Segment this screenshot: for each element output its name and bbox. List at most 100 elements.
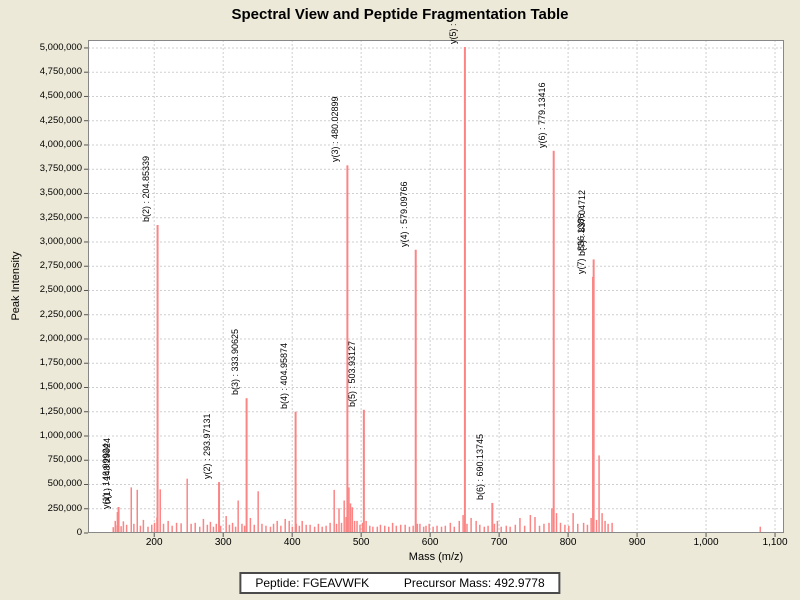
spectrum-peak (551, 508, 553, 533)
spectrum-peak (212, 526, 215, 533)
spectrum-peak (601, 513, 603, 533)
y-tick-label: 750,000 (47, 454, 82, 466)
spectrum-peak (241, 523, 243, 533)
y-tick-label: 4,250,000 (39, 114, 82, 126)
spectrum-peak (514, 524, 517, 533)
spectrum-peak (122, 521, 125, 533)
spectrum-peak (470, 517, 472, 533)
spectrum-peak (444, 525, 447, 533)
spectrum-peak (604, 520, 606, 533)
spectrum-peak (586, 524, 589, 533)
fragment-label-y5: y(5) : (447, 23, 458, 44)
fragment-label-y2: y(2) : 293.97131 (202, 413, 213, 480)
y-tick-label: 500,000 (47, 478, 82, 490)
x-axis-title: Mass (m/z) (408, 551, 464, 563)
spectrum-peak (509, 526, 511, 533)
fragment-label-y4: y(4) : 579.09766 (398, 181, 409, 247)
chart-title: Spectral View and Peptide Fragmentation … (231, 6, 569, 23)
spectrum-peak (133, 523, 135, 533)
spectrum-peak (425, 525, 427, 533)
spectrum-peak (598, 455, 600, 533)
y-tick-label: 3,250,000 (39, 211, 82, 223)
spectrum-peak (209, 521, 212, 533)
spectrum-peak (436, 525, 438, 533)
spectrum-peak (595, 519, 598, 533)
spectrum-peak (147, 526, 149, 533)
spectrum-peak (590, 517, 592, 533)
y-tick-label: 2,750,000 (39, 260, 82, 272)
spectrum-peak (505, 525, 508, 533)
spectrum-peak (361, 522, 364, 533)
y-tick-label: 2,250,000 (39, 308, 82, 320)
spectrum-peak (369, 525, 371, 533)
spectrum-peak (353, 520, 356, 533)
spectrum-peak (130, 487, 132, 533)
spectrum-peak (301, 520, 303, 533)
spectrum-peak (466, 523, 468, 533)
x-tick-label: 700 (490, 537, 508, 548)
spectrum-peak (136, 489, 139, 533)
spectrum-peak (329, 522, 331, 533)
spectrum-peak (419, 523, 421, 533)
spectrum-peak (153, 522, 156, 533)
spectrum-peak (611, 522, 613, 533)
spectrum-peak (243, 525, 246, 533)
spectrum-peak (325, 525, 327, 533)
fragment-peak-b7 (592, 259, 595, 533)
spectrum-peak (276, 520, 278, 533)
y-tick-label: 3,000,000 (39, 235, 82, 247)
spectrum-peak (483, 526, 486, 533)
spectrum-peak (194, 522, 196, 533)
spectrum-peak (317, 523, 320, 533)
spectrum-peak (280, 525, 282, 533)
spectrum-peak (440, 526, 443, 533)
spectrum-peak (408, 526, 411, 533)
spectrum-peak (422, 526, 425, 533)
fragment-peak-b2 (156, 224, 159, 533)
y-tick-label: 0 (76, 527, 82, 538)
fragment-label-b5: b(5) : 503.93127 (346, 340, 357, 407)
fragment-peak-y5 (463, 46, 466, 533)
spectrum-peak (340, 522, 343, 533)
y-tick-label: 1,000,000 (39, 429, 82, 441)
spectrum-peak (333, 489, 335, 533)
spectrum-peak (159, 489, 161, 533)
x-tick-label: 400 (283, 537, 301, 548)
fragment-label-y3: y(3) : 480.02899 (330, 96, 341, 163)
spectrum-peak (523, 525, 526, 533)
spectrum-peak (538, 525, 541, 533)
spectrum-peak (577, 523, 579, 533)
spectrum-peak (125, 524, 128, 533)
spectrum-peak (298, 525, 301, 533)
spectrum-peak (475, 520, 477, 533)
fragment-peak-y3 (346, 165, 349, 533)
spectrum-peak (412, 525, 414, 533)
spectrum-peak (449, 522, 452, 533)
spectrum-peak (309, 524, 311, 533)
fragment-label-y6: y(6) : 779.13416 (536, 82, 547, 148)
peptide-text: Peptide: FGEAVWFK (255, 576, 370, 590)
spectrum-peak (383, 525, 386, 533)
spectrum-peak (479, 524, 481, 533)
spectrum-peak (343, 500, 345, 533)
spectrum-peak (572, 513, 574, 533)
x-tick-label: 200 (145, 537, 163, 548)
y-tick-label: 4,500,000 (39, 90, 82, 102)
spectrum-peak (500, 526, 502, 533)
spectrum-peak (167, 520, 169, 533)
fragment-peak-y4 (414, 249, 417, 533)
spectrum-peak (190, 523, 192, 533)
spectrum-peak (399, 524, 402, 533)
fragment-peak-b4 (294, 411, 297, 533)
spectrum-peak (313, 526, 316, 533)
spectrum-peak (356, 520, 358, 533)
spectrum-peak (379, 524, 382, 533)
spectrum-peak (387, 526, 390, 533)
spectrum-peak (291, 526, 294, 533)
spectrum-peak (416, 523, 419, 533)
x-tick-label: 300 (214, 537, 232, 548)
spectrum-plot-area[interactable]: y(1) : 146.99924 b(1) : 148.29924 b(2) : 2… (84, 23, 784, 537)
y-tick-label: 4,750,000 (39, 66, 82, 78)
y-tick-label: 3,500,000 (39, 187, 82, 199)
spectrum-peak (493, 523, 496, 533)
